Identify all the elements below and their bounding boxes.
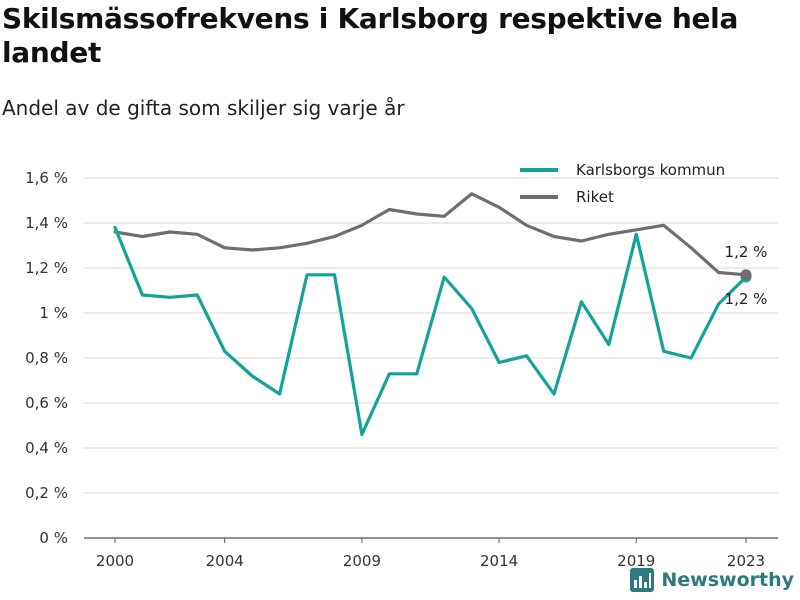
- y-tick-label: 0,2 %: [25, 484, 68, 502]
- legend-label: Karlsborgs kommun: [576, 161, 725, 179]
- x-tick-label: 2009: [343, 552, 381, 570]
- brand-name: Newsworthy: [661, 569, 794, 591]
- y-tick-label: 1,2 %: [25, 259, 68, 277]
- y-tick-label: 0 %: [39, 529, 68, 547]
- legend: Karlsborgs kommun Riket: [520, 161, 725, 206]
- end-value-label: 1,2 %: [725, 243, 768, 261]
- x-tick-label: 2004: [206, 552, 244, 570]
- y-tick-label: 1,6 %: [25, 169, 68, 187]
- series-end-point: [740, 269, 752, 281]
- y-tick-label: 1 %: [39, 304, 68, 322]
- x-tick-label: 2000: [96, 552, 134, 570]
- legend-label: Riket: [576, 188, 614, 206]
- series-line: [113, 225, 748, 437]
- y-axis-ticks: 0 % 0,2 % 0,4 % 0,6 % 0,8 % 1 % 1,2 % 1,4 % 1,6 …: [25, 169, 68, 547]
- newsworthy-logo-icon: [630, 568, 655, 592]
- x-axis-ticks: 2000 2004 2009 2014 2019 2023: [96, 538, 765, 570]
- grid-lines: [84, 177, 778, 539]
- chart-subtitle: Andel av de gifta som skiljer sig varje …: [2, 96, 405, 120]
- chart-title: Skilsmässofrekvens i Karlsborg respektiv…: [2, 2, 739, 69]
- x-tick-label: 2019: [617, 552, 655, 570]
- y-tick-label: 0,6 %: [25, 394, 68, 412]
- end-value-label: 1,2 %: [725, 290, 768, 308]
- series-line: [113, 192, 748, 277]
- end-labels: 1,2 % 1,2 %: [725, 243, 768, 308]
- y-tick-label: 1,4 %: [25, 214, 68, 232]
- newsworthy-brand: Newsworthy: [629, 566, 794, 594]
- series-lines: [113, 192, 752, 437]
- x-tick-label: 2014: [480, 552, 518, 570]
- x-tick-label: 2023: [727, 552, 765, 570]
- y-tick-label: 0,8 %: [25, 349, 68, 367]
- y-tick-label: 0,4 %: [25, 439, 68, 457]
